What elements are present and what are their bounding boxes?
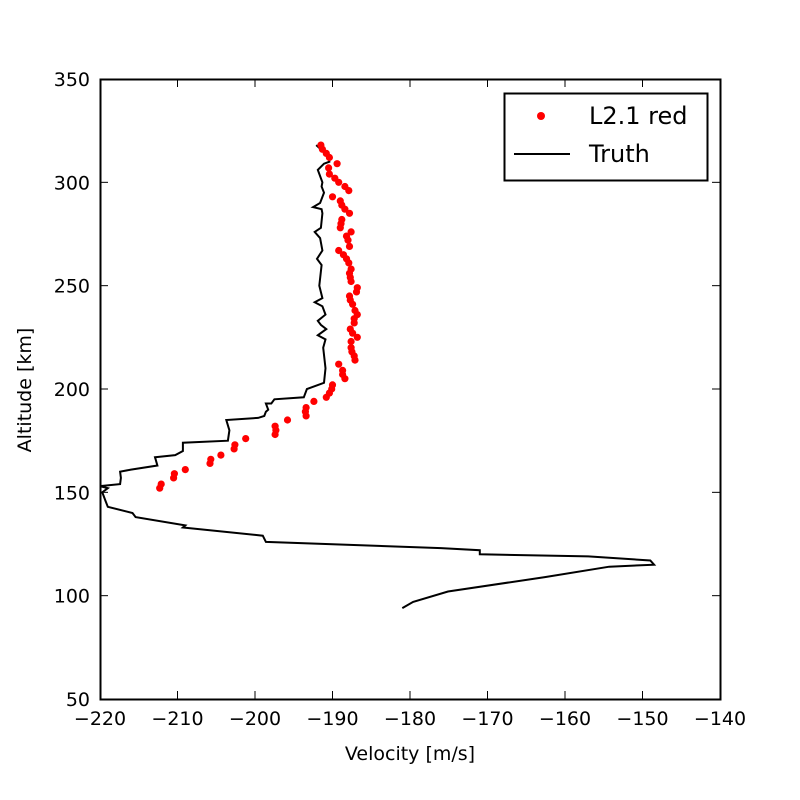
red-data-point xyxy=(347,265,355,273)
red-data-point xyxy=(217,451,225,459)
legend-label-red: L2.1 red xyxy=(589,102,688,130)
red-data-point xyxy=(325,170,333,178)
y-tick-label: 300 xyxy=(54,172,90,194)
red-data-point xyxy=(339,366,347,374)
axis-ticks: −220 −210 −200 −190 −180 −170 −160 −150 −140 50 10… xyxy=(54,69,746,730)
red-data-point xyxy=(345,209,354,217)
x-tick-label: −160 xyxy=(539,708,591,730)
red-data-point xyxy=(335,360,343,368)
x-tick-label: −150 xyxy=(616,708,668,730)
red-data-point xyxy=(302,404,310,412)
red-data-point xyxy=(353,333,361,341)
red-data-point xyxy=(338,215,346,224)
red-data-point xyxy=(346,325,354,333)
red-data-point xyxy=(347,344,355,352)
red-data-point xyxy=(207,455,215,463)
red-data-point xyxy=(317,141,325,149)
red-data-point xyxy=(283,416,292,424)
truth-series-layer xyxy=(99,144,657,609)
y-tick-label: 100 xyxy=(54,586,90,608)
legend-box xyxy=(503,92,709,182)
red-data-point xyxy=(181,466,189,474)
x-tick-label: −190 xyxy=(306,708,358,730)
legend-label-truth: Truth xyxy=(588,140,650,168)
red-data-point xyxy=(271,422,279,430)
red-data-point xyxy=(336,197,344,205)
x-tick-label: −140 xyxy=(694,708,746,730)
red-data-point xyxy=(341,182,349,191)
y-tick-label: 150 xyxy=(54,482,90,504)
y-tick-label: 350 xyxy=(54,69,90,91)
red-data-point xyxy=(157,480,165,488)
red-data-point xyxy=(310,397,318,405)
x-tick-label: −220 xyxy=(74,708,126,730)
x-tick-label: −210 xyxy=(151,708,203,730)
red-series-layer xyxy=(156,141,361,492)
red-data-point xyxy=(328,381,337,389)
red-data-point xyxy=(353,284,361,292)
red-data-point xyxy=(339,251,347,259)
red-data-point xyxy=(345,292,354,300)
legend: L2.1 red Truth xyxy=(503,92,709,182)
x-axis-label: Velocity [m/s] xyxy=(345,743,475,765)
y-tick-label: 50 xyxy=(66,689,90,711)
x-tick-label: −180 xyxy=(384,708,436,730)
red-data-point xyxy=(351,306,359,315)
red-data-point xyxy=(333,160,341,168)
red-data-point xyxy=(325,164,333,172)
red-data-point xyxy=(347,228,355,236)
red-data-point xyxy=(231,441,239,449)
x-tick-label: −200 xyxy=(229,708,281,730)
red-data-point xyxy=(242,435,250,443)
y-tick-label: 200 xyxy=(54,379,90,401)
y-tick-label: 250 xyxy=(54,276,90,298)
red-data-point xyxy=(347,337,355,346)
y-axis-label: Altitude [km] xyxy=(14,328,36,453)
red-data-point xyxy=(328,193,337,201)
truth-line xyxy=(99,144,657,609)
x-tick-label: −170 xyxy=(461,708,513,730)
red-data-point xyxy=(331,174,339,182)
red-data-point xyxy=(342,232,351,240)
red-data-point xyxy=(170,470,178,478)
legend-marker-red-dot xyxy=(537,112,545,120)
red-data-point xyxy=(335,246,343,255)
red-data-point xyxy=(345,242,354,250)
